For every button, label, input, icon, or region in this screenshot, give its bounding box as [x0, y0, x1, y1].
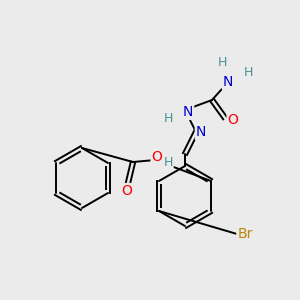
Text: H: H: [243, 65, 253, 79]
Text: N: N: [223, 75, 233, 89]
Text: H: H: [163, 155, 173, 169]
Text: O: O: [122, 184, 132, 198]
Text: O: O: [228, 113, 238, 127]
Text: N: N: [183, 105, 193, 119]
Text: H: H: [163, 112, 173, 124]
Text: Br: Br: [237, 227, 253, 241]
Text: H: H: [217, 56, 227, 68]
Text: N: N: [196, 125, 206, 139]
Text: O: O: [152, 150, 162, 164]
